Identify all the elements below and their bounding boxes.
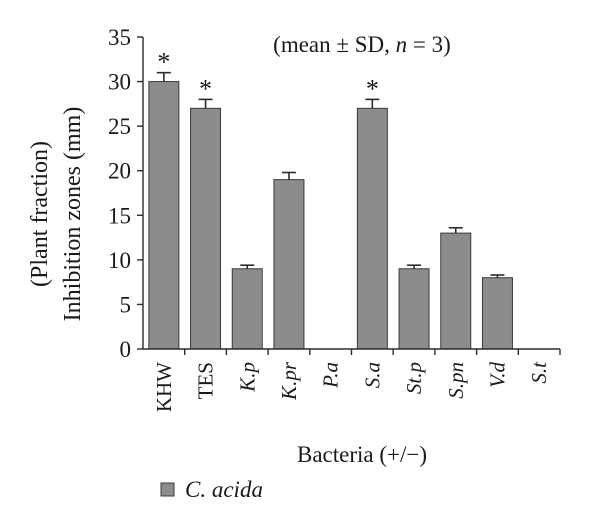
y-axis-label-line1: (Plant fraction) bbox=[27, 141, 53, 287]
significance-marker: * bbox=[199, 74, 212, 103]
y-tick-label: 5 bbox=[120, 292, 132, 317]
bar bbox=[148, 81, 180, 350]
x-tick-label: S.a bbox=[360, 362, 384, 388]
significance-marker: * bbox=[157, 48, 170, 77]
x-tick-label: V.d bbox=[485, 362, 509, 388]
x-tick-label: K.pr bbox=[277, 361, 301, 401]
x-tick-label: S.pn bbox=[444, 362, 468, 399]
significance-marker: * bbox=[366, 74, 379, 103]
chart-title-n: n bbox=[396, 32, 408, 57]
chart-title: (mean ± SD, n = 3) bbox=[273, 32, 451, 57]
x-axis-label: Bacteria (+/−) bbox=[297, 442, 427, 467]
legend-label: C. acida bbox=[185, 477, 263, 502]
bar bbox=[273, 179, 305, 350]
legend: C. acida bbox=[160, 477, 263, 502]
legend-swatch bbox=[160, 482, 175, 497]
y-tick-label: 30 bbox=[108, 70, 131, 95]
x-tick-label: P.a bbox=[319, 362, 343, 389]
y-tick-label: 15 bbox=[108, 203, 131, 228]
bar bbox=[356, 107, 388, 350]
x-axis-ticks: KHW TES K.p K.pr P.a S.a St.p S.pn V.d S.t bbox=[152, 349, 561, 412]
chart-title-suffix: = 3) bbox=[407, 32, 451, 57]
y-axis-ticks: 0 5 10 15 20 25 30 35 bbox=[108, 25, 143, 362]
bar bbox=[190, 107, 222, 350]
x-tick-label: K.p bbox=[235, 362, 259, 393]
bar bbox=[398, 268, 430, 350]
chart-title-prefix: (mean ± SD, bbox=[273, 32, 396, 57]
y-axis-label-line2: Inhibition zones (mm) bbox=[60, 107, 86, 322]
y-tick-label: 25 bbox=[108, 114, 131, 139]
bar bbox=[440, 232, 472, 350]
x-tick-label: TES bbox=[194, 362, 218, 399]
x-tick-label: S.t bbox=[527, 361, 551, 384]
bar bbox=[481, 277, 513, 350]
y-tick-label: 10 bbox=[108, 248, 131, 273]
y-tick-label: 20 bbox=[108, 159, 131, 184]
x-tick-label: St.p bbox=[402, 362, 426, 394]
y-tick-label: 35 bbox=[108, 25, 131, 50]
x-tick-label: KHW bbox=[152, 362, 176, 412]
y-tick-label: 0 bbox=[120, 337, 132, 362]
bar bbox=[231, 268, 263, 350]
bars: * * * bbox=[148, 48, 513, 350]
